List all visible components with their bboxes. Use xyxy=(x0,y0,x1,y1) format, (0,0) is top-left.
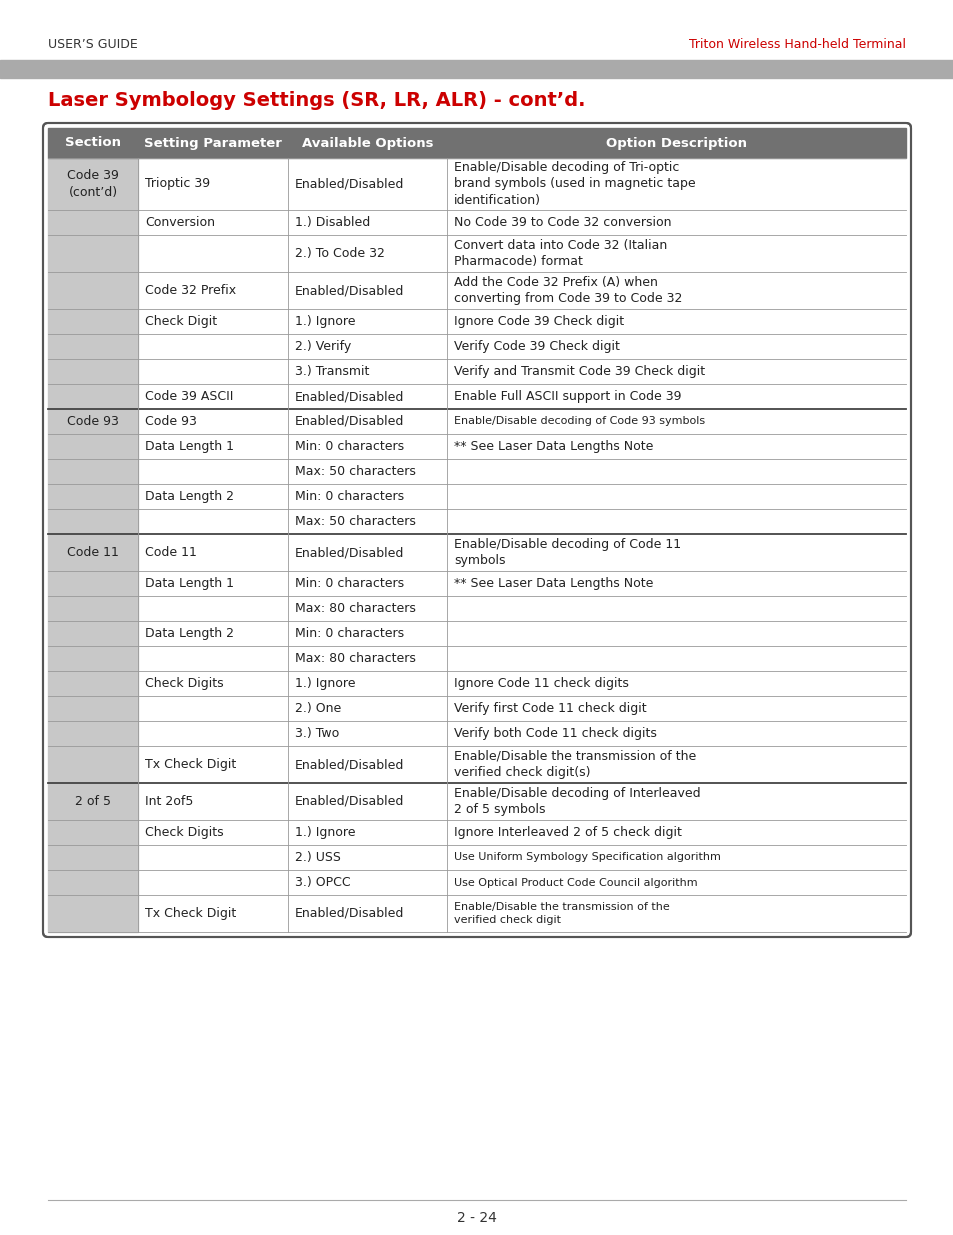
Text: 3.) Two: 3.) Two xyxy=(294,727,339,740)
Text: Check Digits: Check Digits xyxy=(145,677,224,690)
Text: No Code 39 to Code 32 conversion: No Code 39 to Code 32 conversion xyxy=(454,216,671,228)
FancyBboxPatch shape xyxy=(43,124,910,937)
Text: Enabled/Disabled: Enabled/Disabled xyxy=(294,415,404,429)
Bar xyxy=(48,128,905,158)
Text: 2.) USS: 2.) USS xyxy=(294,851,341,864)
Text: Conversion: Conversion xyxy=(145,216,214,228)
Text: Max: 50 characters: Max: 50 characters xyxy=(294,466,416,478)
Text: Code 32 Prefix: Code 32 Prefix xyxy=(145,284,236,296)
Text: Verify both Code 11 check digits: Verify both Code 11 check digits xyxy=(454,727,657,740)
Text: Tx Check Digit: Tx Check Digit xyxy=(145,758,236,771)
Text: Check Digits: Check Digits xyxy=(145,826,224,839)
Text: 1.) Ignore: 1.) Ignore xyxy=(294,315,355,329)
Text: Use Optical Product Code Council algorithm: Use Optical Product Code Council algorit… xyxy=(454,878,697,888)
Text: Max: 80 characters: Max: 80 characters xyxy=(294,601,416,615)
Text: 1.) Ignore: 1.) Ignore xyxy=(294,826,355,839)
Bar xyxy=(48,158,138,409)
Text: Min: 0 characters: Min: 0 characters xyxy=(294,440,404,453)
Text: Enabled/Disabled: Enabled/Disabled xyxy=(294,178,404,190)
Text: Check Digit: Check Digit xyxy=(145,315,217,329)
Text: ** See Laser Data Lengths Note: ** See Laser Data Lengths Note xyxy=(454,440,653,453)
Bar xyxy=(48,783,138,932)
Text: Data Length 1: Data Length 1 xyxy=(145,440,233,453)
Text: Code 39 ASCII: Code 39 ASCII xyxy=(145,390,233,403)
Text: Data Length 1: Data Length 1 xyxy=(145,577,233,590)
Text: Data Length 2: Data Length 2 xyxy=(145,627,233,640)
Text: ** See Laser Data Lengths Note: ** See Laser Data Lengths Note xyxy=(454,577,653,590)
Text: Verify and Transmit Code 39 Check digit: Verify and Transmit Code 39 Check digit xyxy=(454,366,704,378)
Text: Ignore Code 11 check digits: Ignore Code 11 check digits xyxy=(454,677,628,690)
Text: 2 of 5: 2 of 5 xyxy=(75,795,111,808)
Text: Ignore Code 39 Check digit: Ignore Code 39 Check digit xyxy=(454,315,623,329)
Text: Code 11: Code 11 xyxy=(145,546,196,559)
Text: Add the Code 32 Prefix (A) when
converting from Code 39 to Code 32: Add the Code 32 Prefix (A) when converti… xyxy=(454,275,681,305)
Text: Laser Symbology Settings (SR, LR, ALR) - cont’d.: Laser Symbology Settings (SR, LR, ALR) -… xyxy=(48,90,585,110)
Text: 1.) Ignore: 1.) Ignore xyxy=(294,677,355,690)
Text: Enable Full ASCII support in Code 39: Enable Full ASCII support in Code 39 xyxy=(454,390,680,403)
Text: Code 39
(cont’d): Code 39 (cont’d) xyxy=(67,169,119,199)
Bar xyxy=(48,409,138,534)
Text: Enable/Disable decoding of Code 11
symbols: Enable/Disable decoding of Code 11 symbo… xyxy=(454,537,680,567)
Text: Code 93: Code 93 xyxy=(145,415,196,429)
Text: Enabled/Disabled: Enabled/Disabled xyxy=(294,795,404,808)
Text: 3.) OPCC: 3.) OPCC xyxy=(294,876,351,889)
Text: Enabled/Disabled: Enabled/Disabled xyxy=(294,546,404,559)
Text: 2.) One: 2.) One xyxy=(294,701,341,715)
Text: Setting Parameter: Setting Parameter xyxy=(144,137,282,149)
Text: 2.) To Code 32: 2.) To Code 32 xyxy=(294,247,385,261)
Text: Int 2of5: Int 2of5 xyxy=(145,795,193,808)
Text: Tx Check Digit: Tx Check Digit xyxy=(145,906,236,920)
Text: Verify Code 39 Check digit: Verify Code 39 Check digit xyxy=(454,340,619,353)
Text: Enable/Disable the transmission of the
verified check digit(s): Enable/Disable the transmission of the v… xyxy=(454,750,696,779)
Text: Code 11: Code 11 xyxy=(67,546,119,559)
Text: Max: 80 characters: Max: 80 characters xyxy=(294,652,416,664)
Text: Verify first Code 11 check digit: Verify first Code 11 check digit xyxy=(454,701,646,715)
Text: Convert data into Code 32 (Italian
Pharmacode) format: Convert data into Code 32 (Italian Pharm… xyxy=(454,238,666,268)
Text: Code 93: Code 93 xyxy=(67,415,119,429)
Text: USER’S GUIDE: USER’S GUIDE xyxy=(48,37,137,51)
Text: Enabled/Disabled: Enabled/Disabled xyxy=(294,758,404,771)
Text: Enable/Disable decoding of Tri-optic
brand symbols (used in magnetic tape
identi: Enable/Disable decoding of Tri-optic bra… xyxy=(454,161,695,207)
Text: Enable/Disable decoding of Code 93 symbols: Enable/Disable decoding of Code 93 symbo… xyxy=(454,416,704,426)
Text: Min: 0 characters: Min: 0 characters xyxy=(294,627,404,640)
Text: Option Description: Option Description xyxy=(605,137,746,149)
Text: Enable/Disable decoding of Interleaved
2 of 5 symbols: Enable/Disable decoding of Interleaved 2… xyxy=(454,787,700,816)
Text: Use Uniform Symbology Specification algorithm: Use Uniform Symbology Specification algo… xyxy=(454,852,720,862)
Text: Ignore Interleaved 2 of 5 check digit: Ignore Interleaved 2 of 5 check digit xyxy=(454,826,681,839)
Text: Enabled/Disabled: Enabled/Disabled xyxy=(294,390,404,403)
Text: 2 - 24: 2 - 24 xyxy=(456,1212,497,1225)
Text: Available Options: Available Options xyxy=(301,137,433,149)
Text: Enabled/Disabled: Enabled/Disabled xyxy=(294,906,404,920)
Text: Section: Section xyxy=(65,137,121,149)
Text: Min: 0 characters: Min: 0 characters xyxy=(294,490,404,503)
Bar xyxy=(0,61,953,78)
Text: Triton Wireless Hand-held Terminal: Triton Wireless Hand-held Terminal xyxy=(688,37,905,51)
Text: Enable/Disable the transmission of the
verified check digit: Enable/Disable the transmission of the v… xyxy=(454,902,669,925)
Bar xyxy=(48,534,138,783)
Text: Enabled/Disabled: Enabled/Disabled xyxy=(294,284,404,296)
Text: 1.) Disabled: 1.) Disabled xyxy=(294,216,370,228)
Text: Max: 50 characters: Max: 50 characters xyxy=(294,515,416,529)
Text: Data Length 2: Data Length 2 xyxy=(145,490,233,503)
Text: Trioptic 39: Trioptic 39 xyxy=(145,178,210,190)
Text: 2.) Verify: 2.) Verify xyxy=(294,340,351,353)
Text: 3.) Transmit: 3.) Transmit xyxy=(294,366,369,378)
Text: Min: 0 characters: Min: 0 characters xyxy=(294,577,404,590)
